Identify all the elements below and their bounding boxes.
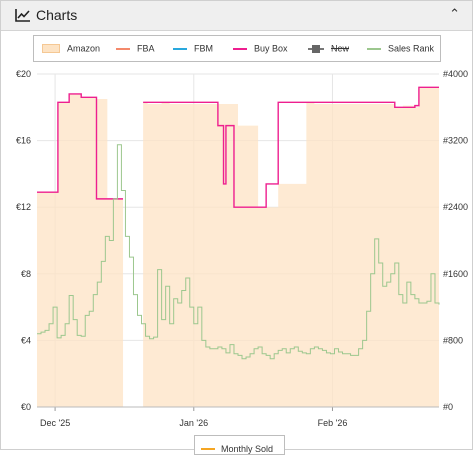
x-tick-label: Jan '26: [179, 418, 208, 428]
legend-item-monthly-sold[interactable]: Monthly Sold: [194, 435, 285, 455]
y-tick-right: #4000: [443, 69, 468, 79]
legend-item-sales-rank[interactable]: Sales Rank: [367, 43, 434, 54]
legend-label-monthly-sold: Monthly Sold: [221, 444, 274, 454]
legend-swatch-amazon: [42, 44, 60, 54]
panel-title: Charts: [36, 7, 78, 23]
legend-swatch-monthly-sold: [201, 448, 215, 450]
y-tick-left: €16: [16, 136, 31, 146]
y-tick-left: €20: [16, 69, 31, 79]
legend-swatch-buy-box: [233, 47, 247, 50]
y-tick-left: €0: [21, 402, 31, 412]
legend-label-buy-box: Buy Box: [254, 43, 288, 54]
series-line-sales-rank: [37, 144, 440, 360]
price-history-chart[interactable]: €0 #0 €4 #800 €8 #1600 €12 #2400 €16 #3200 €20 #400…: [1, 63, 473, 433]
y-tick-right: #1600: [443, 269, 468, 279]
y-tick-right: #2400: [443, 202, 468, 212]
legend-label-new: New: [331, 43, 350, 54]
legend-item-amazon[interactable]: Amazon: [42, 43, 100, 54]
y-tick-left: €12: [16, 202, 31, 212]
series-area-amazon: [37, 87, 439, 407]
x-tick-label: Feb '26: [318, 418, 348, 428]
legend-swatch-sales-rank: [367, 47, 381, 50]
y-tick-left: €4: [21, 335, 31, 345]
legend-swatch-fbm: [173, 47, 187, 50]
y-tick-left: €8: [21, 269, 31, 279]
y-tick-right: #3200: [443, 136, 468, 146]
legend-label-fba: FBA: [137, 43, 155, 54]
y-tick-right: #0: [443, 402, 453, 412]
series-line-buy-box: [37, 86, 439, 208]
legend-item-buy-box[interactable]: Buy Box: [233, 43, 288, 54]
legend-label-amazon: Amazon: [67, 43, 101, 54]
legend-swatch-new: [308, 44, 324, 53]
legend-item-fbm[interactable]: FBM: [173, 43, 213, 54]
legend-label-sales-rank: Sales Rank: [388, 43, 435, 54]
legend-item-fba[interactable]: FBA: [116, 43, 155, 54]
line-chart-icon: [15, 9, 30, 22]
legend-label-fbm: FBM: [194, 43, 213, 54]
x-tick-label: Dec '25: [40, 418, 70, 428]
chart-legend: Amazon FBA FBM Buy Box New Sales Rank: [33, 35, 441, 62]
legend-swatch-fba: [116, 47, 130, 50]
caret-up-icon[interactable]: ⌃: [449, 6, 460, 21]
legend-marker-new: [312, 44, 320, 53]
y-tick-right: #800: [443, 335, 463, 345]
charts-header[interactable]: Charts ⌃: [1, 1, 472, 31]
legend-item-new[interactable]: New: [308, 43, 349, 54]
